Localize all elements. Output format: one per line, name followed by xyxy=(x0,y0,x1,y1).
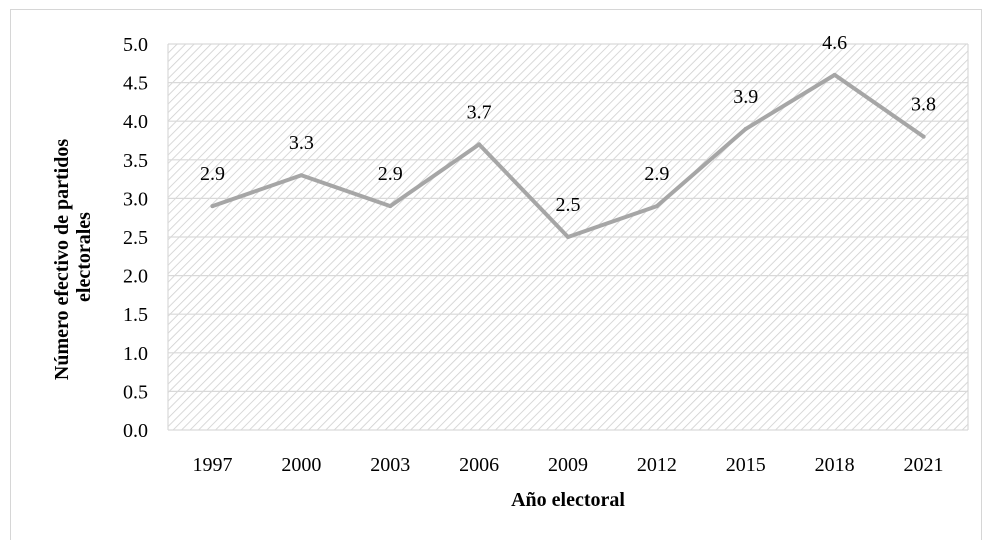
y-tick-label: 0.0 xyxy=(123,420,148,442)
y-axis-tick-labels: 0.0 0.5 1.0 1.5 2.0 2.5 3.0 3.5 4.0 4.5 5.0 xyxy=(123,34,148,442)
data-point xyxy=(654,204,659,209)
y-tick-label: 4.0 xyxy=(123,111,148,133)
data-point xyxy=(299,173,304,178)
data-point xyxy=(832,72,837,77)
y-tick-label: 5.0 xyxy=(123,34,148,56)
y-tick-label: 1.5 xyxy=(123,304,148,326)
data-label: 2.9 xyxy=(644,163,669,185)
y-tick-label: 4.5 xyxy=(123,73,148,95)
x-tick-label: 2021 xyxy=(904,454,944,476)
data-label: 2.9 xyxy=(378,163,403,185)
data-label: 2.9 xyxy=(200,163,225,185)
y-tick-label: 0.5 xyxy=(123,381,148,403)
data-point xyxy=(566,235,570,239)
y-axis-title-line-1: Número efectivo de partidos xyxy=(51,139,73,380)
x-tick-label: 1997 xyxy=(192,454,232,476)
x-tick-label: 2009 xyxy=(548,454,588,476)
data-labels: 2.9 3.3 2.9 3.7 2.5 2.9 3.9 4.6 3.8 xyxy=(200,32,936,216)
data-point xyxy=(743,126,748,131)
data-label: 3.7 xyxy=(467,101,492,123)
data-point xyxy=(210,204,215,209)
y-tick-label: 3.0 xyxy=(123,188,148,210)
data-label: 3.3 xyxy=(289,132,314,154)
y-axis-title: Número efectivo de partidos electorales xyxy=(51,134,95,380)
y-tick-label: 2.0 xyxy=(123,266,148,288)
x-tick-label: 2015 xyxy=(726,454,766,476)
x-tick-label: 2012 xyxy=(637,454,677,476)
x-tick-label: 2000 xyxy=(281,454,321,476)
x-tick-label: 2003 xyxy=(370,454,410,476)
data-point xyxy=(388,204,393,209)
y-axis-title-line-2: electorales xyxy=(73,212,95,302)
data-label: 4.6 xyxy=(822,32,847,54)
x-tick-label: 2006 xyxy=(459,454,499,476)
data-label: 3.9 xyxy=(733,86,758,108)
series-layer xyxy=(210,72,926,239)
data-point xyxy=(477,142,482,147)
data-point xyxy=(921,134,926,139)
y-tick-label: 3.5 xyxy=(123,150,148,172)
y-tick-label: 1.0 xyxy=(123,343,148,365)
x-axis-title: Año electoral xyxy=(511,489,625,511)
x-axis-tick-labels: 1997 2000 2003 2006 2009 2012 2015 2018 2021 xyxy=(192,454,943,476)
x-tick-label: 2018 xyxy=(815,454,855,476)
data-label: 3.8 xyxy=(911,94,936,116)
y-tick-label: 2.5 xyxy=(123,227,148,249)
data-label: 2.5 xyxy=(556,194,581,216)
